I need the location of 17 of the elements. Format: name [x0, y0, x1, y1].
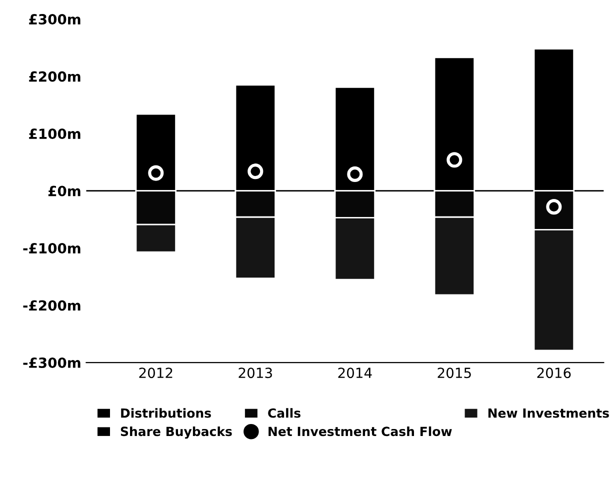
y-tick-label: £100m	[29, 128, 80, 140]
y-tick-label: -£300m	[23, 357, 80, 368]
legend-label: New Investments	[488, 408, 609, 418]
x-tick-label: 2012	[139, 368, 172, 378]
x-tick-label: 2016	[537, 368, 571, 378]
x-tick-label: 2013	[238, 368, 272, 378]
legend-label: Calls	[268, 408, 300, 418]
legend-label: Share Buybacks	[120, 426, 232, 439]
legend-label: Distributions	[121, 408, 211, 418]
y-tick-label: £200m	[29, 71, 80, 82]
legend-label: Net Investment Cash Flow	[268, 426, 452, 436]
x-tick-label: 2015	[438, 368, 471, 378]
y-tick-label: £300m	[29, 14, 80, 25]
y-tick-label: -£200m	[23, 300, 80, 311]
y-tick-label: -£100m	[23, 243, 80, 254]
x-tick-label: 2014	[338, 368, 372, 378]
y-tick-label: £0m	[48, 186, 80, 196]
